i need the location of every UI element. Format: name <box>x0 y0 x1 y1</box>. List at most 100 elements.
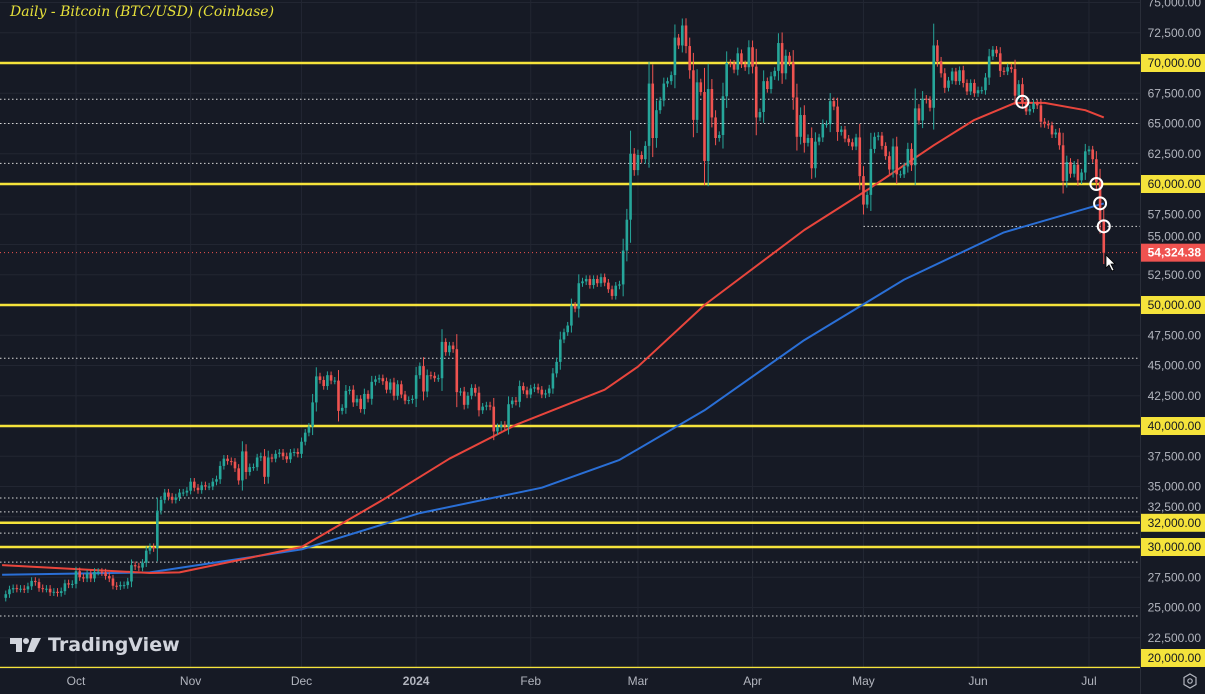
candle <box>573 301 577 313</box>
candle-body <box>311 402 314 427</box>
candle-body <box>784 55 788 74</box>
candle <box>107 572 111 583</box>
candle-body <box>237 468 240 481</box>
candle-body <box>414 375 418 399</box>
candle <box>991 46 995 60</box>
candle-body <box>925 98 928 100</box>
candle <box>437 374 440 382</box>
candle-body <box>100 571 104 573</box>
key-level-label-bg <box>1141 649 1205 667</box>
candle <box>82 573 85 583</box>
candle <box>799 107 802 145</box>
candle-body <box>440 341 444 379</box>
candle <box>658 96 662 114</box>
candle <box>85 569 89 583</box>
candle-body <box>499 424 503 428</box>
candle <box>311 393 314 436</box>
candle-body <box>570 305 573 326</box>
candle-body <box>122 585 126 587</box>
candle-body <box>729 63 732 64</box>
candle-body <box>185 490 189 493</box>
candle-body <box>296 452 300 454</box>
candle-body <box>34 580 37 583</box>
candle <box>995 46 998 57</box>
candle <box>481 403 484 414</box>
candle <box>255 453 259 471</box>
time-axis[interactable]: Oct Nov Dec 2024 Feb Mar Apr May Jun Jul <box>67 674 1097 688</box>
candle <box>632 148 636 176</box>
candle-body <box>159 499 163 511</box>
candle <box>448 341 451 356</box>
candle <box>11 584 15 593</box>
candle-body <box>411 398 414 400</box>
candle-body <box>566 325 570 333</box>
candle <box>285 452 289 463</box>
candle <box>22 585 26 593</box>
candle <box>499 421 503 431</box>
candle <box>806 134 810 147</box>
candle <box>925 95 928 104</box>
candle-body <box>777 43 780 71</box>
candle-body <box>37 582 41 589</box>
candle <box>851 138 854 151</box>
candle-body <box>167 492 170 497</box>
candle-body <box>96 571 100 573</box>
candle <box>1010 63 1013 73</box>
candle-body <box>1006 67 1009 72</box>
candle <box>677 33 680 50</box>
price-tick-label: 52,500.00 <box>1148 268 1202 282</box>
candle <box>96 568 100 576</box>
chart-title: Daily - Bitcoin (BTC/USD) (Coinbase) <box>10 4 275 20</box>
candle <box>725 51 728 108</box>
candle-body <box>769 76 773 90</box>
price-tick-label: 67,500.00 <box>1148 86 1202 100</box>
candle <box>736 47 740 76</box>
candle <box>1076 159 1080 186</box>
price-tick-label: 42,500.00 <box>1148 389 1202 403</box>
candle-body <box>263 456 266 477</box>
candle <box>584 275 588 286</box>
candle-body <box>4 594 8 598</box>
candle <box>729 59 732 68</box>
candle <box>943 68 947 93</box>
candle-body <box>385 381 388 390</box>
time-tick-label: Nov <box>180 674 201 688</box>
candle <box>936 39 939 67</box>
candle <box>248 463 252 476</box>
settings-gear-icon[interactable] <box>1183 673 1197 689</box>
candle <box>400 380 403 399</box>
candle <box>181 488 185 497</box>
candle-body <box>74 571 78 584</box>
price-axis[interactable]: 75,000.00 72,500.00 67,500.00 65,000.00 62,5… <box>1141 0 1205 667</box>
candle <box>958 66 961 85</box>
candle <box>503 421 507 431</box>
candle <box>496 423 499 436</box>
candle <box>307 422 311 437</box>
time-tick-label: May <box>852 674 875 688</box>
candle <box>1058 128 1061 150</box>
candle-body <box>839 129 843 132</box>
candle-body <box>891 146 895 170</box>
candle <box>810 127 814 179</box>
candle <box>226 455 229 465</box>
candle <box>455 334 459 408</box>
candle-body <box>1021 84 1024 103</box>
candle-body <box>932 45 936 108</box>
candle-body <box>78 571 81 578</box>
candle-body <box>388 382 392 390</box>
candle-body <box>847 138 850 143</box>
candle <box>873 132 876 154</box>
candle <box>928 96 932 112</box>
candle-body <box>418 366 422 376</box>
candle-body <box>11 588 15 590</box>
candle <box>1061 132 1065 194</box>
candle <box>485 401 488 411</box>
candle <box>843 125 847 143</box>
candle <box>895 136 899 185</box>
candle <box>122 581 126 589</box>
candle-body <box>41 588 45 590</box>
candle-body <box>758 112 762 118</box>
candle-body <box>141 562 144 568</box>
candle-body <box>980 90 984 92</box>
